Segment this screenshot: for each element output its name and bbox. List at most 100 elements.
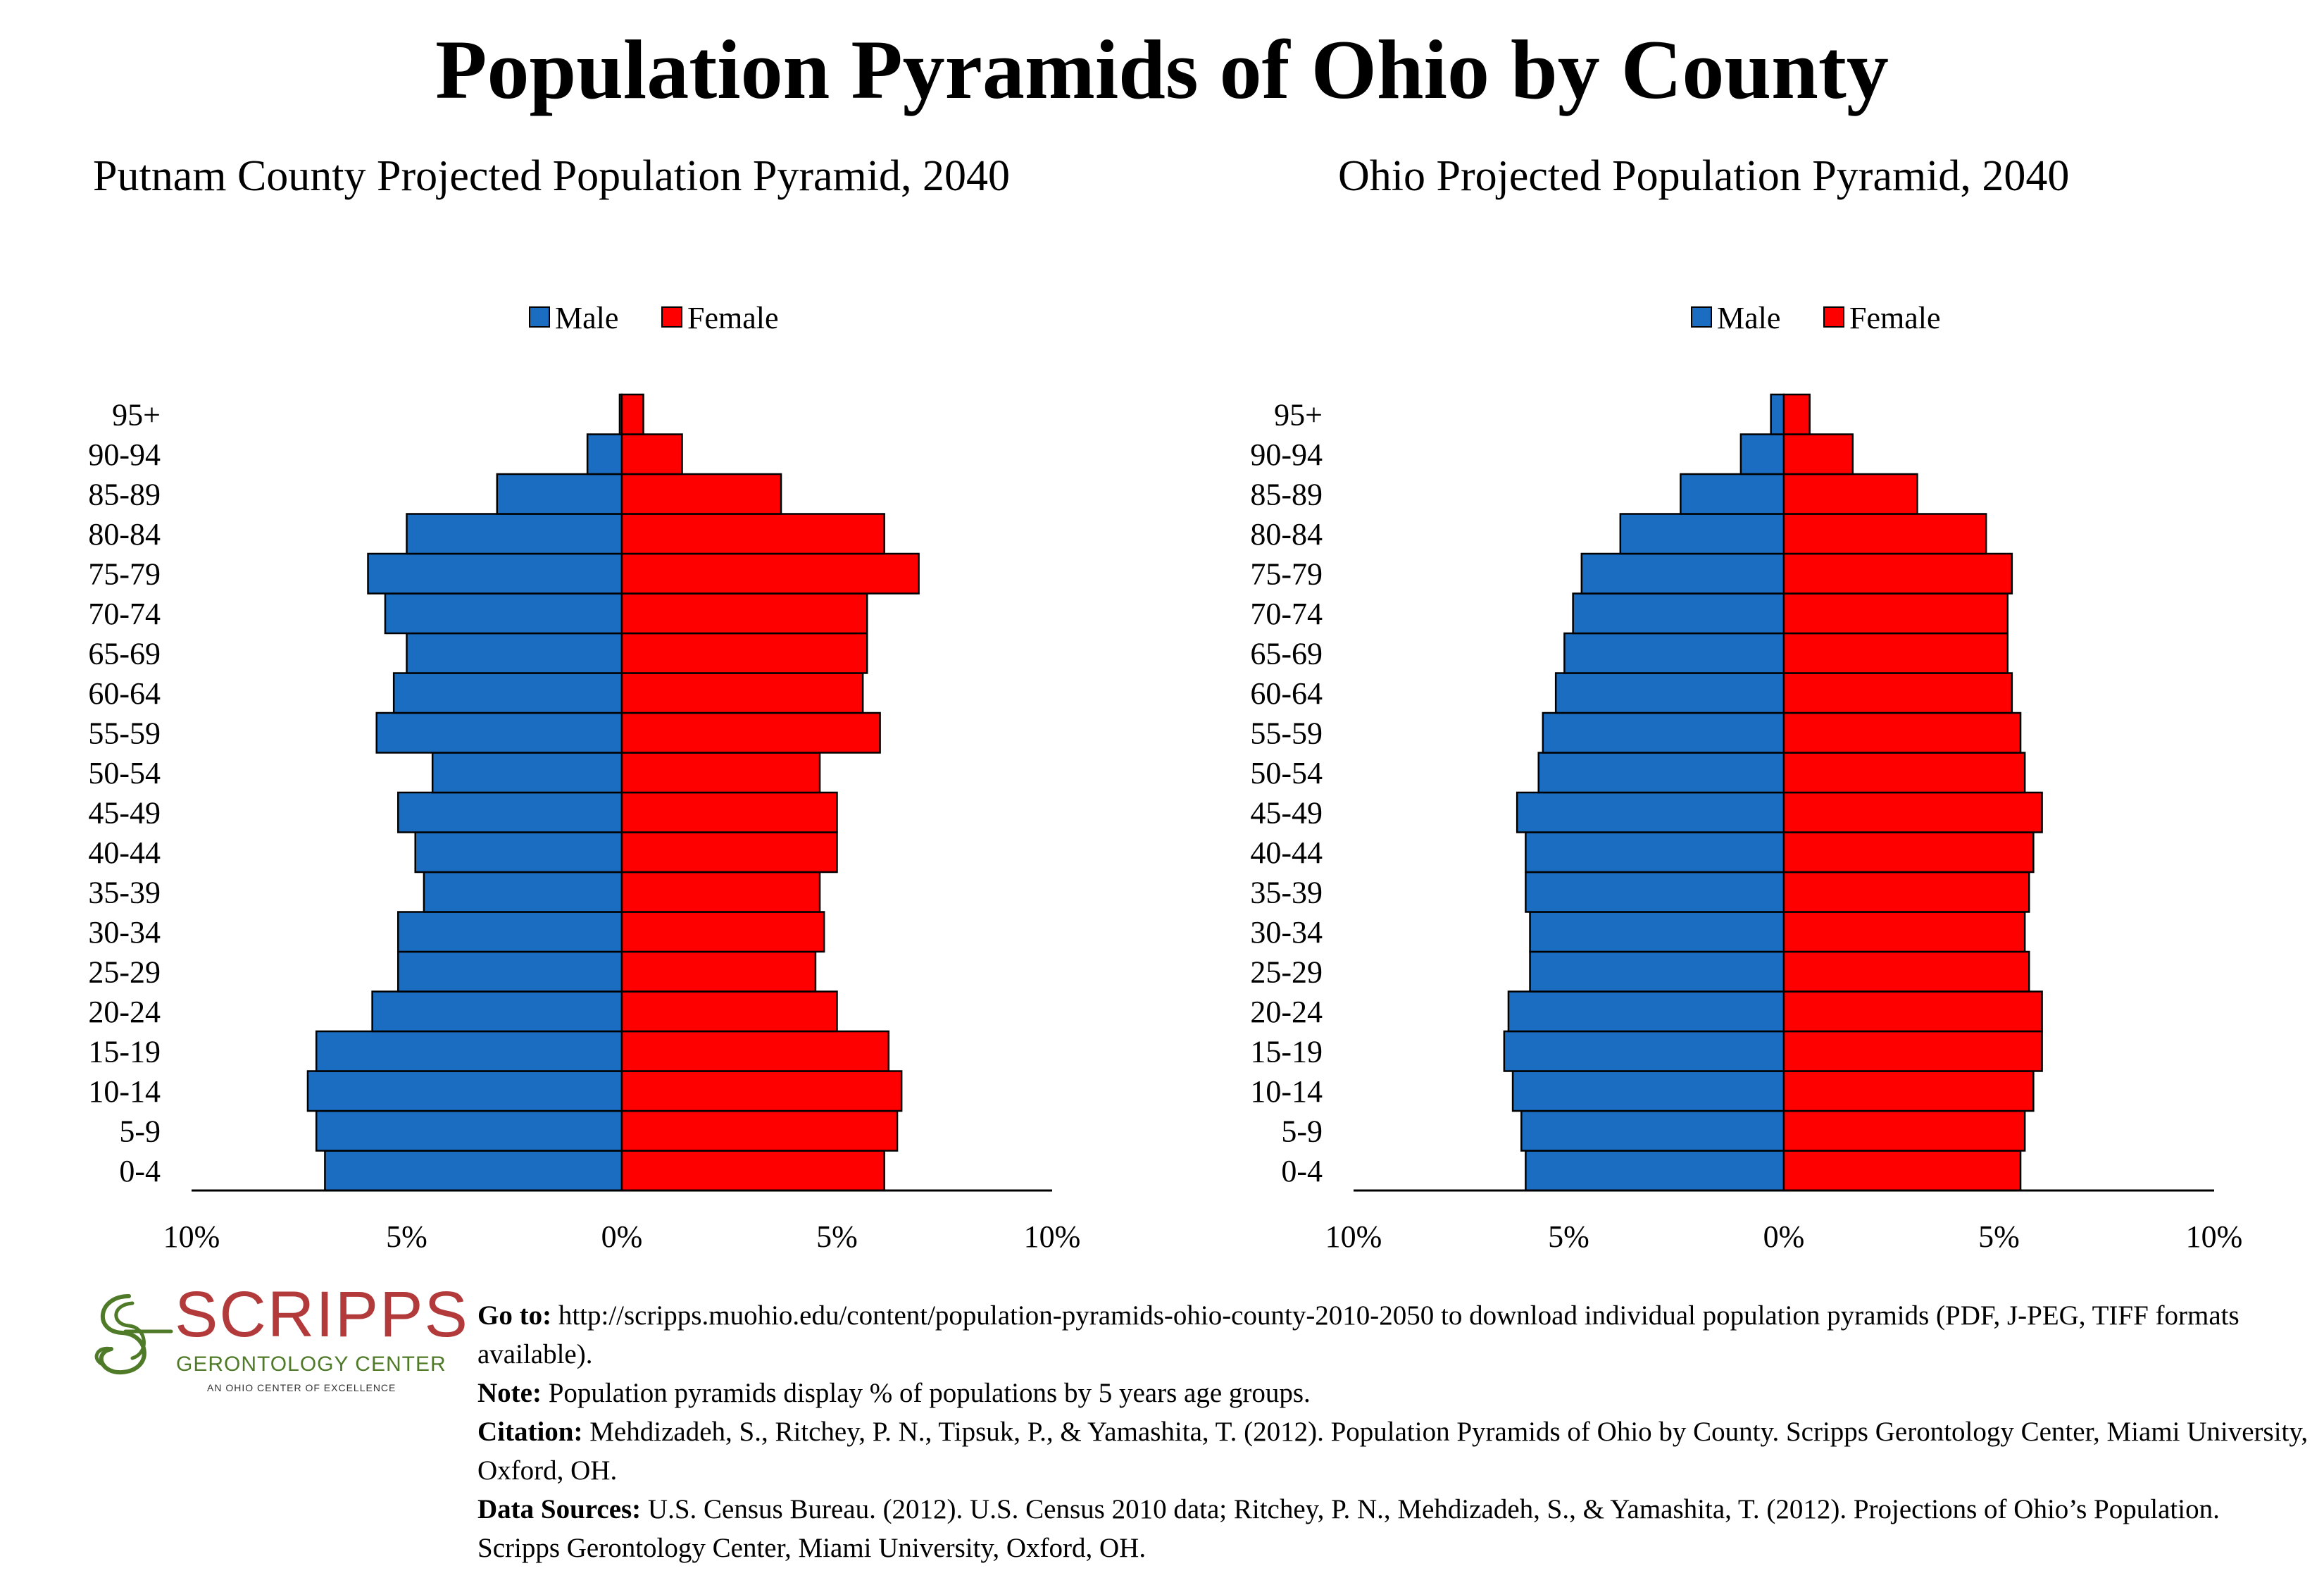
page-title: Population Pyramids of Ohio by County [435,23,1889,116]
legend-label-female: Female [687,301,779,335]
note-citation-text: Mehdizadeh, S., Ritchey, P. N., Tipsuk, … [477,1417,2309,1486]
age-label-35-39: 35-39 [1250,875,1323,909]
bar-female-85-89 [1782,473,1918,515]
bar-male-10-14 [306,1070,623,1112]
bar-male-0-4 [1525,1150,1785,1192]
bar-male-50-54 [1537,752,1785,794]
bar-female-80-84 [1782,513,1987,555]
bar-female-5-9 [620,1110,899,1152]
age-label-85-89: 85-89 [88,477,161,511]
bar-male-10-14 [1511,1070,1785,1112]
x-tick-label: 0% [1763,1219,1805,1254]
logo-wordmark: SCRIPPS [175,1279,469,1350]
bar-male-90-94 [1739,433,1785,476]
bar-male-70-74 [1572,592,1785,635]
age-label-5-9: 5-9 [119,1114,161,1148]
bar-female-35-39 [620,871,821,913]
bar-female-25-29 [1782,950,2030,993]
age-label-30-34: 30-34 [1250,915,1323,950]
bar-male-60-64 [1554,672,1785,714]
note-note-label: Note: [477,1378,542,1408]
bar-male-80-84 [406,513,623,555]
bar-female-45-49 [1782,791,2043,833]
bar-female-10-14 [620,1070,903,1112]
bar-female-60-64 [620,672,864,714]
bar-male-5-9 [1520,1110,1785,1152]
chart-title-putnam: Putnam County Projected Population Pyram… [93,152,1010,200]
age-label-5-9: 5-9 [1281,1114,1323,1148]
bar-female-15-19 [620,1030,890,1072]
age-label-55-59: 55-59 [88,716,161,750]
bar-male-75-79 [1580,552,1785,595]
age-label-40-44: 40-44 [1250,835,1323,870]
bar-female-75-79 [1782,552,2013,595]
bar-male-80-84 [1619,513,1785,555]
bar-female-90-94 [1782,433,1854,476]
age-label-85-89: 85-89 [1250,477,1323,511]
bar-female-25-29 [620,950,817,993]
bar-female-20-24 [1782,990,2043,1033]
bar-male-75-79 [367,552,623,595]
x-tick-label: 5% [1548,1219,1589,1254]
bar-male-70-74 [384,592,623,635]
age-label-60-64: 60-64 [1250,676,1323,711]
bar-male-35-39 [1525,871,1785,913]
bar-female-40-44 [1782,831,2035,874]
logo-tagline: AN OHIO CENTER OF EXCELLENCE [207,1382,396,1393]
note-sources: Data Sources: U.S. Census Bureau. (2012)… [477,1490,2309,1567]
note-citation: Citation: Mehdizadeh, S., Ritchey, P. N.… [477,1412,2309,1490]
bar-female-95+ [620,393,644,435]
age-label-0-4: 0-4 [119,1154,161,1188]
bar-male-90-94 [586,433,623,476]
age-label-15-19: 15-19 [88,1034,161,1069]
age-label-90-94: 90-94 [1250,437,1323,472]
bar-male-20-24 [1507,990,1785,1033]
age-label-15-19: 15-19 [1250,1034,1323,1069]
note-note-text: Population pyramids display % of populat… [541,1378,1311,1408]
bar-female-0-4 [1782,1150,2022,1192]
scripps-logo: SCRIPPS GERONTOLOGY CENTER AN OHIO CENTE… [83,1282,468,1402]
legend-swatch-male [1691,306,1712,328]
bar-female-5-9 [1782,1110,2026,1152]
note-note: Note: Population pyramids display % of p… [477,1374,2309,1412]
x-tick-label: 10% [1024,1219,1081,1254]
legend-label-female: Female [1849,301,1941,335]
bar-male-20-24 [371,990,623,1033]
x-tick-label: 5% [386,1219,427,1254]
footer-notes: Go to: http://scripps.muohio.edu/content… [477,1296,2309,1567]
bar-female-75-79 [620,552,920,595]
age-label-35-39: 35-39 [88,875,161,909]
age-label-75-79: 75-79 [1250,557,1323,591]
bar-female-55-59 [1782,711,2022,754]
legend-swatch-male [529,306,550,328]
age-label-40-44: 40-44 [88,835,161,870]
age-label-0-4: 0-4 [1281,1154,1323,1188]
bar-female-70-74 [620,592,868,635]
bar-male-0-4 [324,1150,623,1192]
bar-male-45-49 [397,791,623,833]
note-sources-text: U.S. Census Bureau. (2012). U.S. Census … [477,1494,2220,1563]
age-label-70-74: 70-74 [88,597,161,631]
age-label-95+: 95+ [112,397,161,432]
bar-female-45-49 [620,791,838,833]
age-label-25-29: 25-29 [1250,955,1323,989]
legend-swatch-female [661,306,682,328]
bar-female-60-64 [1782,672,2013,714]
bar-female-65-69 [620,632,868,674]
x-tick-label: 10% [163,1219,220,1254]
age-label-75-79: 75-79 [88,557,161,591]
x-tick-label: 0% [601,1219,643,1254]
x-tick-label: 10% [1325,1219,1382,1254]
legend: Male Female [529,301,779,335]
age-label-45-49: 45-49 [88,795,161,830]
bar-female-70-74 [1782,592,2008,635]
bar-female-50-54 [620,752,821,794]
bar-female-10-14 [1782,1070,2035,1112]
bar-male-60-64 [392,672,623,714]
bar-female-40-44 [620,831,838,874]
bar-female-30-34 [620,911,825,953]
legend-swatch-female [1823,306,1844,328]
chart-title-ohio: Ohio Projected Population Pyramid, 2040 [1338,152,2070,200]
age-label-10-14: 10-14 [88,1074,161,1109]
pyramid-chart-putnam: Male Female 0-4 5-9 10-14 15-19 20-24 25-29 30-3… [88,301,1081,1254]
